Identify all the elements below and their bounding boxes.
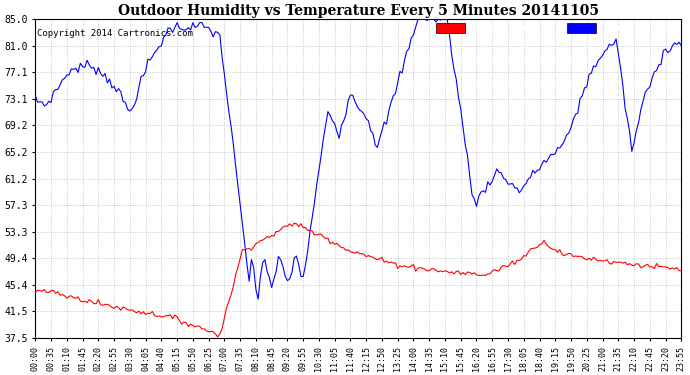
Legend: Temperature (°F), Humidity (%): Temperature (°F), Humidity (%) [434, 21, 676, 35]
Text: Copyright 2014 Cartronics.com: Copyright 2014 Cartronics.com [37, 29, 193, 38]
Title: Outdoor Humidity vs Temperature Every 5 Minutes 20141105: Outdoor Humidity vs Temperature Every 5 … [118, 4, 599, 18]
